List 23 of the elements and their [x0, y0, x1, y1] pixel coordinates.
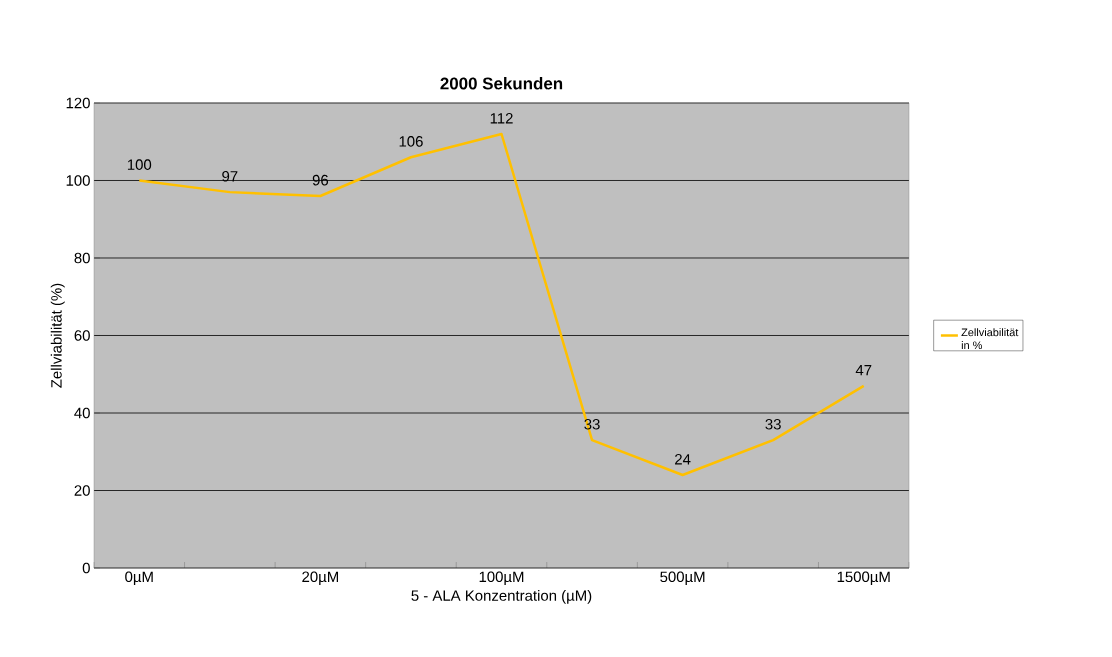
y-axis-title: Zellviabilität (%)	[50, 283, 65, 388]
y-tick-label: 0	[82, 562, 90, 574]
y-tick-label: 40	[74, 407, 90, 419]
y-tick-label: 60	[74, 330, 90, 341]
x-tick-label: 500µM	[660, 571, 705, 586]
y-tick-label: 20	[74, 485, 90, 496]
data-label: 47	[855, 365, 872, 376]
x-tick-label: 0µM	[125, 571, 153, 586]
data-label: 112	[490, 113, 513, 124]
data-label: 106	[399, 136, 423, 147]
legend-label: Zellviabilität in %	[961, 328, 1019, 350]
y-tick-label: 100	[66, 175, 90, 186]
data-label: 100	[127, 159, 152, 170]
x-tick-label: 1500µM	[837, 571, 890, 586]
y-tick-label: 80	[74, 252, 90, 264]
x-tick-label: 20µM	[302, 571, 338, 586]
x-tick-label: 100µM	[479, 571, 524, 586]
data-label: 33	[765, 419, 781, 430]
x-axis-title: 5 - ALA Konzentration (µM)	[411, 589, 592, 604]
y-tick-label: 120	[66, 97, 90, 109]
data-label: 97	[222, 170, 238, 182]
data-label: 24	[675, 454, 691, 465]
chart-title: 2000 Sekunden	[440, 77, 563, 90]
